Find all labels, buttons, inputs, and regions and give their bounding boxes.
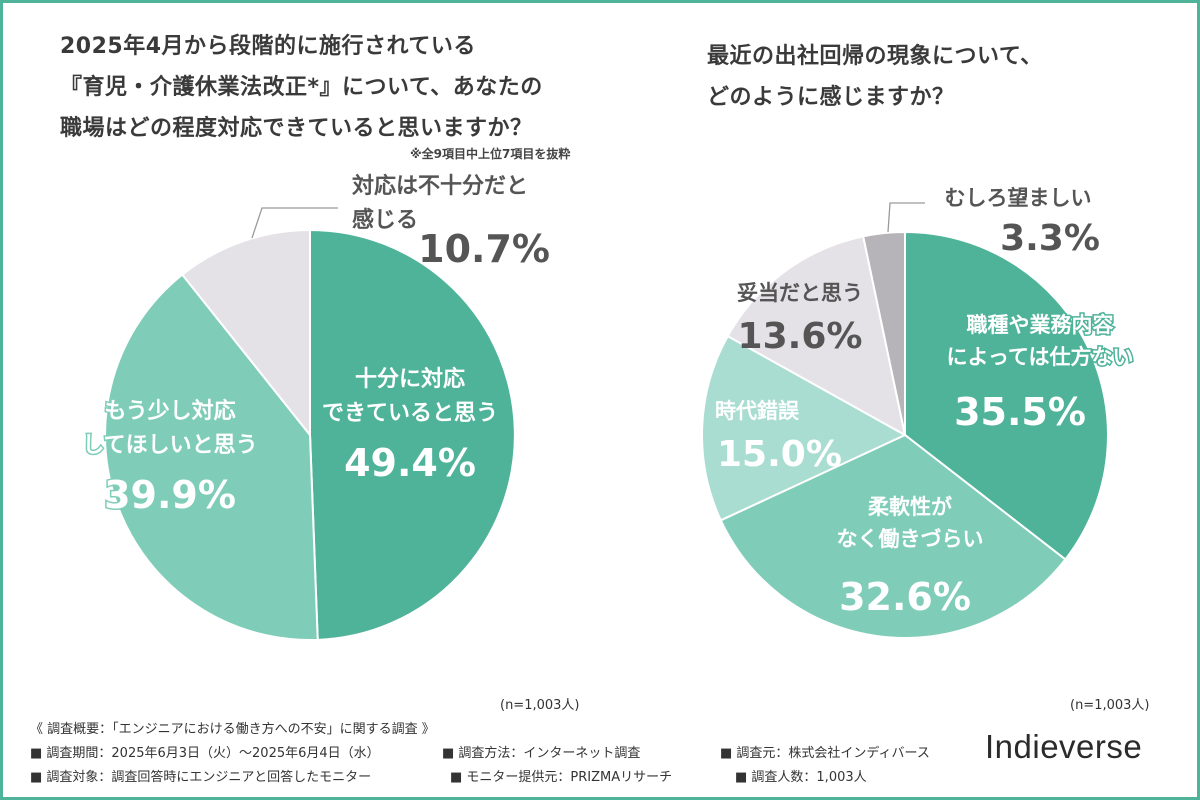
chart1-slice-label-line: もう少し対応 — [104, 398, 235, 424]
survey-target: ■ 調査対象：調査回答時にエンジニアと回答したモニター — [30, 770, 372, 785]
survey-respondents: ■ 調査人数：1,003人 — [735, 770, 867, 785]
chart2-title: 最近の出社回帰の現象について、 どのように感じますか？ — [707, 36, 1167, 118]
survey-provider: ■ モニター提供元：PRIZMAリサーチ — [450, 770, 673, 785]
chart2-slice-label: 柔軟性がなく働きづらい — [837, 495, 984, 551]
survey-method: ■ 調査方法：インターネット調査 — [442, 746, 641, 761]
chart2-leader-line — [887, 202, 925, 233]
chart1-title-line: 『育児・介護休業法改正*』について、あなたの — [60, 75, 543, 100]
survey-period: ■ 調査期間：2025年6月3日（火）〜2025年6月4日（水） — [30, 746, 380, 761]
chart1-slice-label: もう少し対応してほしいと思う — [82, 398, 257, 458]
chart1-slice-label-line: できていると思う — [322, 401, 498, 426]
chart2-value-label: 35.5% — [954, 390, 1086, 434]
chart1-slice-label: 対応は不十分だと感じる — [352, 173, 528, 233]
chart1-slice — [309, 228, 516, 641]
chart1-slice — [180, 228, 311, 438]
indieverse-logo: Indieverse — [985, 728, 1143, 765]
chart2-sample-size: (n=1,003人) — [1070, 698, 1150, 713]
chart1-slice-label: 十分に対応できていると思う — [322, 366, 498, 426]
chart1-sample-size: (n=1,003人) — [500, 698, 580, 713]
chart2-slice — [719, 433, 1067, 639]
chart2-slice-label-line: 妥当だと思う — [737, 281, 863, 305]
chart2-slice-label-line: 時代錯誤 — [715, 399, 800, 423]
chart2-title-line: どのように感じますか？ — [707, 85, 955, 110]
chart1-slice-label-line: 十分に対応 — [355, 366, 465, 392]
chart2-value-label: 13.6% — [738, 316, 863, 357]
chart1-value-label: 49.4% — [344, 441, 476, 485]
chart2-value-label: 15.0% — [717, 434, 842, 475]
chart1-note: ※全9項目中上位7項目を抜粋 — [410, 147, 571, 161]
chart2-slice-label-line: によっては仕方ない — [947, 345, 1134, 369]
chart1-slice-label-line: してほしいと思う — [82, 433, 257, 458]
chart2-slice — [862, 230, 906, 436]
chart1-title: 2025年4月から段階的に施行されている 『育児・介護休業法改正*』について、あ… — [60, 26, 660, 149]
chart1-value-label: 10.7% — [418, 227, 550, 271]
chart1-title-line: 2025年4月から段階的に施行されている — [60, 34, 476, 59]
chart1-slice — [104, 273, 319, 641]
chart1-slice-label-line: 感じる — [352, 207, 418, 233]
chart1-slice-label-line: 対応は不十分だと — [352, 173, 528, 199]
chart2-value-label: 3.3% — [1000, 218, 1100, 259]
chart2-slice-label-line: なく働きづらい — [837, 527, 984, 551]
chart1-title-line: 職場はどの程度対応できていると思いますか？ — [60, 116, 533, 141]
chart2-slice-label-line: 柔軟性が — [868, 495, 952, 519]
chart2-value-label: 32.6% — [839, 575, 971, 619]
survey-overview: 《 調査概要：「エンジニアにおける働き方への不安」に関する調査 》 — [30, 722, 435, 737]
chart2-slice-label: むしろ望ましい — [945, 186, 1092, 210]
chart2-slice-label: 時代錯誤 — [715, 399, 800, 423]
chart2-slice — [904, 230, 1109, 561]
chart1-leader-line — [251, 207, 338, 239]
survey-source: ■ 調査元：株式会社インディバース — [720, 746, 930, 761]
chart2-slice — [726, 235, 907, 437]
chart2-slice — [701, 334, 908, 522]
chart2-slice-label-line: むしろ望ましい — [945, 186, 1092, 210]
chart2-slice-label: 職種や業務内容によっては仕方ない — [947, 313, 1134, 369]
chart2-slice-label-line: 職種や業務内容 — [967, 313, 1114, 337]
chart2-slice-label: 妥当だと思う — [737, 281, 863, 305]
chart2-title-line: 最近の出社回帰の現象について、 — [707, 44, 1043, 69]
chart1-value-label: 39.9% — [104, 473, 236, 517]
